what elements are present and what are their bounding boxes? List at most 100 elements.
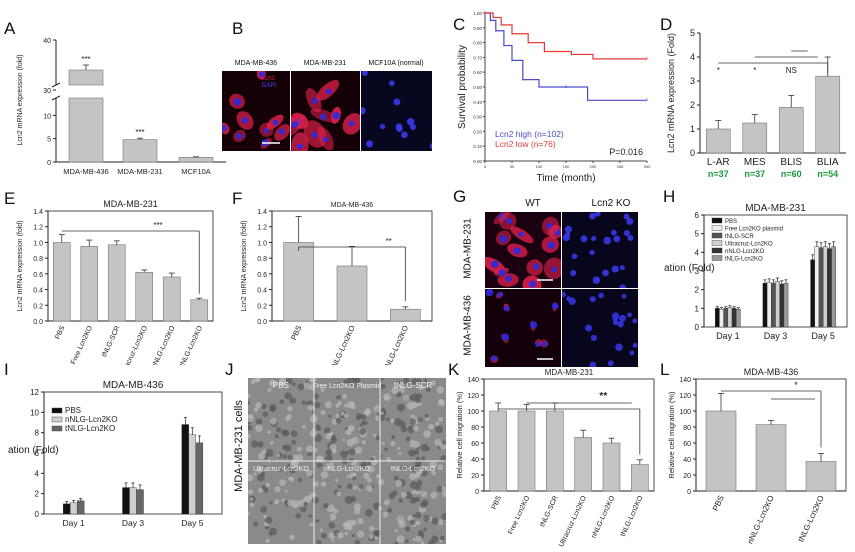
cell-texture <box>296 454 304 462</box>
y-tick-label: 0.90 <box>473 26 482 31</box>
category-label: Day 1 <box>63 518 85 528</box>
cell-texture <box>442 440 446 445</box>
panel-g: WT Lcn2 KO MDA-MB-231 MDA-MB-436 <box>456 198 664 370</box>
cell-texture <box>288 476 292 481</box>
cell-texture <box>364 509 373 517</box>
bar <box>181 424 190 515</box>
cell-texture <box>248 511 250 516</box>
cell-texture <box>356 413 362 419</box>
category-label: tNLG-SCR <box>539 495 559 528</box>
panel-label-f: F <box>232 189 243 208</box>
bar <box>390 308 421 322</box>
nucleus <box>632 318 638 324</box>
cell-texture <box>295 512 302 519</box>
micro-legend-dapi: DAPI <box>262 83 276 89</box>
cell-texture <box>312 480 319 487</box>
cell-texture <box>411 378 418 385</box>
bar <box>336 265 368 322</box>
nucleus <box>393 98 401 106</box>
category-label: Day 5 <box>811 331 835 341</box>
group-n-label: n=37 <box>744 169 765 179</box>
legend-entry: Free Lcn2KO plasmid <box>725 227 783 233</box>
scratch-label-nnlg: nNLG-Lcn2KO <box>324 466 370 473</box>
category-label: tNLG-Lcn2KO <box>382 324 410 365</box>
y-tick-label: 120 <box>679 393 691 400</box>
cell-texture <box>393 475 399 481</box>
legend-entry: tNLG-Lcn2KO <box>65 424 115 433</box>
bar <box>805 461 837 492</box>
cell-texture <box>336 491 342 497</box>
cell-texture <box>269 527 278 536</box>
panel-b-title-2: MDA-MB-231 <box>303 60 347 67</box>
y-tick-label: 100 <box>467 409 479 416</box>
cell-texture <box>260 506 267 513</box>
cell-texture <box>366 477 372 483</box>
cell-texture <box>362 472 370 480</box>
cell-texture <box>254 378 261 383</box>
nucleus <box>348 120 355 127</box>
panel-label-e: E <box>4 189 16 208</box>
scratch-label-tnlg: tNLG-Lcn2KO <box>391 466 436 473</box>
nucleus <box>592 276 601 284</box>
nucleus <box>485 289 494 297</box>
cell-texture <box>442 489 446 498</box>
cell-texture <box>284 489 288 493</box>
nucleus <box>263 128 269 134</box>
cell-texture <box>346 438 355 447</box>
category-label: PBS <box>711 494 726 512</box>
cell-texture <box>367 465 375 473</box>
cell-texture <box>270 380 275 385</box>
cell-texture <box>380 411 384 415</box>
legend-swatch <box>711 232 723 239</box>
cell-texture <box>379 378 384 381</box>
nucleus <box>585 324 592 332</box>
panel-label-d: D <box>660 15 673 34</box>
cell-texture <box>417 402 422 407</box>
category-label: Free Lcn2KO <box>507 494 531 535</box>
bar <box>736 309 741 328</box>
scratch-assay-grid: PBS Free Lcn2KO Plasmid tNLG-SCR Ultracr… <box>248 378 446 544</box>
y-tick-label: 1.2 <box>257 225 267 232</box>
y-tick-label: 0 <box>47 160 51 167</box>
bar <box>517 410 536 492</box>
legend-entry: Lcn2 high (n=102) <box>495 129 564 139</box>
cell-texture <box>267 387 272 393</box>
cell-texture <box>441 513 446 520</box>
y-tick-label: 8 <box>35 429 40 438</box>
panel-label-h: H <box>663 187 676 206</box>
bar <box>631 464 649 492</box>
category-label: PBS <box>491 495 503 511</box>
cell-texture <box>326 504 335 513</box>
category-label: MES <box>744 157 766 168</box>
y-tick-label: 80 <box>683 425 691 432</box>
cell-texture <box>306 445 314 453</box>
cell-texture <box>256 467 263 474</box>
cell-texture <box>390 418 395 423</box>
nucleus <box>589 249 595 256</box>
cell-texture <box>324 401 332 409</box>
cell-texture <box>346 483 353 490</box>
cell-texture <box>427 539 435 544</box>
cell-texture <box>412 440 420 449</box>
panel-label-k: K <box>448 360 460 379</box>
micrograph-b-231 <box>291 71 360 151</box>
chart-title: MDA-MB-231 <box>745 203 806 214</box>
cell-texture <box>347 525 353 531</box>
cell-texture <box>437 519 444 526</box>
cell-texture <box>436 485 443 492</box>
cell-texture <box>323 502 329 509</box>
cell-texture <box>408 473 417 481</box>
legend-entry: nNLG-Lcn2KO <box>65 415 117 424</box>
nucleus <box>602 269 609 277</box>
cell-texture <box>284 444 292 452</box>
chart-panel-d: 0 1 2 3 4 5 Lcn2 mRNA expression (Fold) L-AR MES… <box>666 28 846 179</box>
cell-texture <box>348 448 356 456</box>
cell-texture <box>396 446 401 451</box>
nucleus <box>429 142 432 150</box>
cell-texture <box>335 417 342 424</box>
cell-texture <box>415 535 422 542</box>
y-tick-label: 2 <box>695 286 700 295</box>
legend-entry: tNLG-Lcn2KO <box>725 257 763 263</box>
cell-texture <box>258 452 266 460</box>
y-tick-label: 4 <box>690 52 695 62</box>
